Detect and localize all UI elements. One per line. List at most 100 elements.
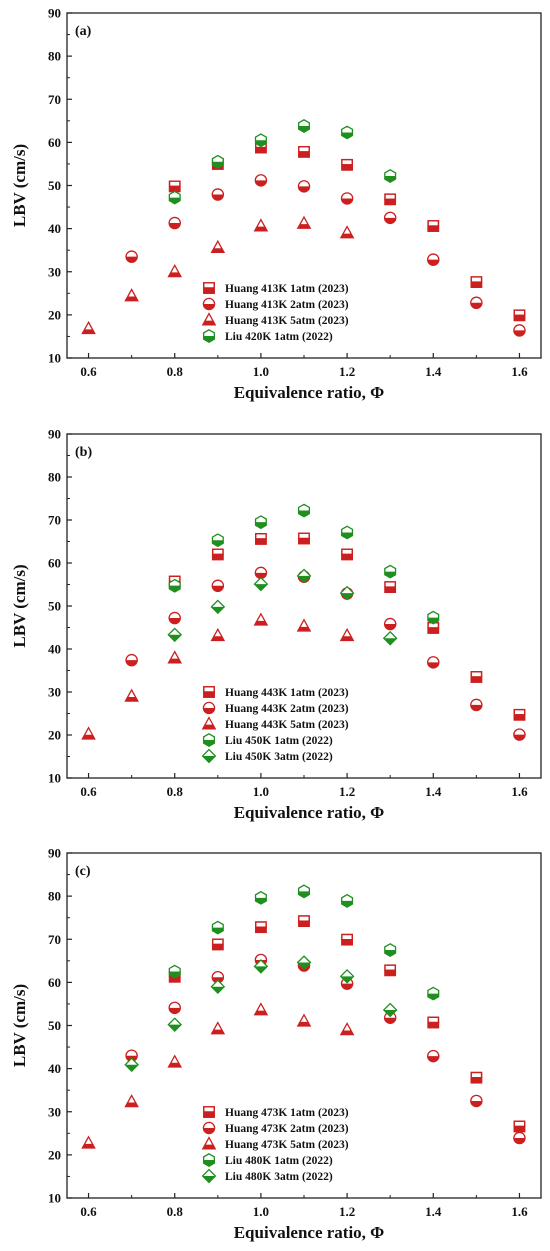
data-point <box>211 920 224 935</box>
legend-marker <box>202 1121 216 1135</box>
legend: Huang 413K 1atm (2023) Huang 413K 2atm (2… <box>201 282 349 343</box>
data-point <box>210 979 226 995</box>
x-tick-label: 1.4 <box>425 364 442 379</box>
data-point <box>296 568 312 584</box>
legend-item: Huang 413K 1atm (2023) <box>203 282 349 295</box>
x-tick-label: 1.2 <box>339 784 355 799</box>
data-point <box>341 933 353 946</box>
data-point <box>253 612 269 626</box>
data-point <box>211 548 224 561</box>
data-point <box>513 309 526 322</box>
data-point <box>211 188 225 201</box>
data-point <box>384 581 397 593</box>
data-point <box>341 548 353 561</box>
y-tick-label: 70 <box>48 513 61 528</box>
data-point <box>255 533 267 545</box>
y-tick-label: 50 <box>48 599 61 614</box>
data-point <box>167 264 183 278</box>
data-point <box>168 180 181 193</box>
data-point <box>339 585 355 601</box>
data-point <box>341 158 353 171</box>
x-axis: 0.6 0.8 1.0 1.2 1.4 1.6 <box>80 773 528 799</box>
y-tick-label: 70 <box>48 92 61 107</box>
data-point <box>125 250 138 263</box>
data-point <box>81 726 96 740</box>
y-tick-label: 20 <box>48 307 61 322</box>
data-point <box>470 1094 483 1108</box>
legend-item: Liu 450K 1atm (2022) <box>202 733 333 747</box>
data-point <box>384 169 397 183</box>
data-point <box>255 921 267 934</box>
legend-item: Huang 413K 2atm (2023) <box>202 297 349 311</box>
data-point <box>513 728 526 741</box>
legend-item: Huang 473K 5atm (2023) <box>201 1136 349 1151</box>
series-triangle <box>81 1002 355 1149</box>
x-tick-label: 0.8 <box>167 364 184 379</box>
legend-label: Liu 480K 1atm (2022) <box>225 1155 333 1167</box>
data-point <box>297 119 311 133</box>
data-point <box>470 698 483 712</box>
series-hexagon <box>168 119 397 205</box>
x-axis: 0.6 0.8 1.0 1.2 1.4 1.6 <box>80 1193 528 1219</box>
data-point <box>211 938 224 951</box>
y-tick-label: 20 <box>48 728 61 743</box>
legend-marker <box>201 1168 217 1184</box>
x-tick-label: 1.2 <box>339 364 355 379</box>
chart-panel-2: 0.6 0.8 1.0 1.2 1.4 1.6 10 20 30 40 50 60 70 80 90 Equi… <box>10 427 542 822</box>
data-point <box>254 515 267 530</box>
data-point <box>254 890 267 905</box>
data-point <box>253 576 269 592</box>
x-tick-label: 1.0 <box>253 784 269 799</box>
data-point <box>513 1131 526 1145</box>
data-point <box>341 525 354 540</box>
x-tick-label: 1.4 <box>425 1204 442 1219</box>
data-point <box>339 225 355 239</box>
x-axis: 0.6 0.8 1.0 1.2 1.4 1.6 <box>80 353 528 379</box>
data-point <box>513 1120 526 1133</box>
y-tick-label: 50 <box>48 178 61 193</box>
data-point <box>253 1002 269 1016</box>
data-point <box>168 190 181 205</box>
legend-item: Liu 420K 1atm (2022) <box>202 329 333 343</box>
data-point <box>167 1054 183 1068</box>
x-tick-label: 1.0 <box>253 364 269 379</box>
data-point <box>384 193 397 206</box>
data-point <box>427 610 440 625</box>
y-tick-label: 10 <box>48 1191 61 1206</box>
series-diamond <box>167 568 398 646</box>
data-point <box>513 324 526 337</box>
data-point <box>167 650 183 664</box>
y-tick-label: 10 <box>48 771 61 786</box>
y-axis-title: LBV (cm/s) <box>10 144 29 227</box>
data-point <box>168 216 181 230</box>
legend-label: Liu 450K 3atm (2022) <box>225 751 333 763</box>
x-tick-label: 0.6 <box>80 784 97 799</box>
legend-item: Huang 473K 1atm (2023) <box>203 1106 349 1119</box>
data-point <box>254 566 268 580</box>
data-point <box>298 915 310 927</box>
data-point <box>168 611 181 625</box>
legend-item: Liu 480K 3atm (2022) <box>201 1168 333 1184</box>
data-point <box>254 174 268 187</box>
data-point <box>167 627 183 643</box>
data-point <box>210 627 226 642</box>
panel-label: (c) <box>75 864 91 879</box>
data-point <box>382 1002 398 1018</box>
y-tick-label: 90 <box>48 846 61 861</box>
x-tick-label: 0.6 <box>80 364 97 379</box>
data-point <box>210 1021 226 1035</box>
legend-label: Liu 450K 1atm (2022) <box>225 735 333 747</box>
legend-marker <box>203 1106 215 1118</box>
series-hexagon <box>168 884 440 1001</box>
data-point <box>383 617 397 631</box>
series-diamond <box>124 955 398 1073</box>
series-circle <box>125 174 526 337</box>
y-tick-label: 50 <box>48 1018 61 1033</box>
y-tick-label: 30 <box>48 264 61 279</box>
series-hexagon <box>168 503 440 625</box>
y-tick-label: 90 <box>48 6 61 21</box>
data-point <box>427 220 440 232</box>
data-point <box>210 599 226 615</box>
data-point <box>125 653 138 667</box>
